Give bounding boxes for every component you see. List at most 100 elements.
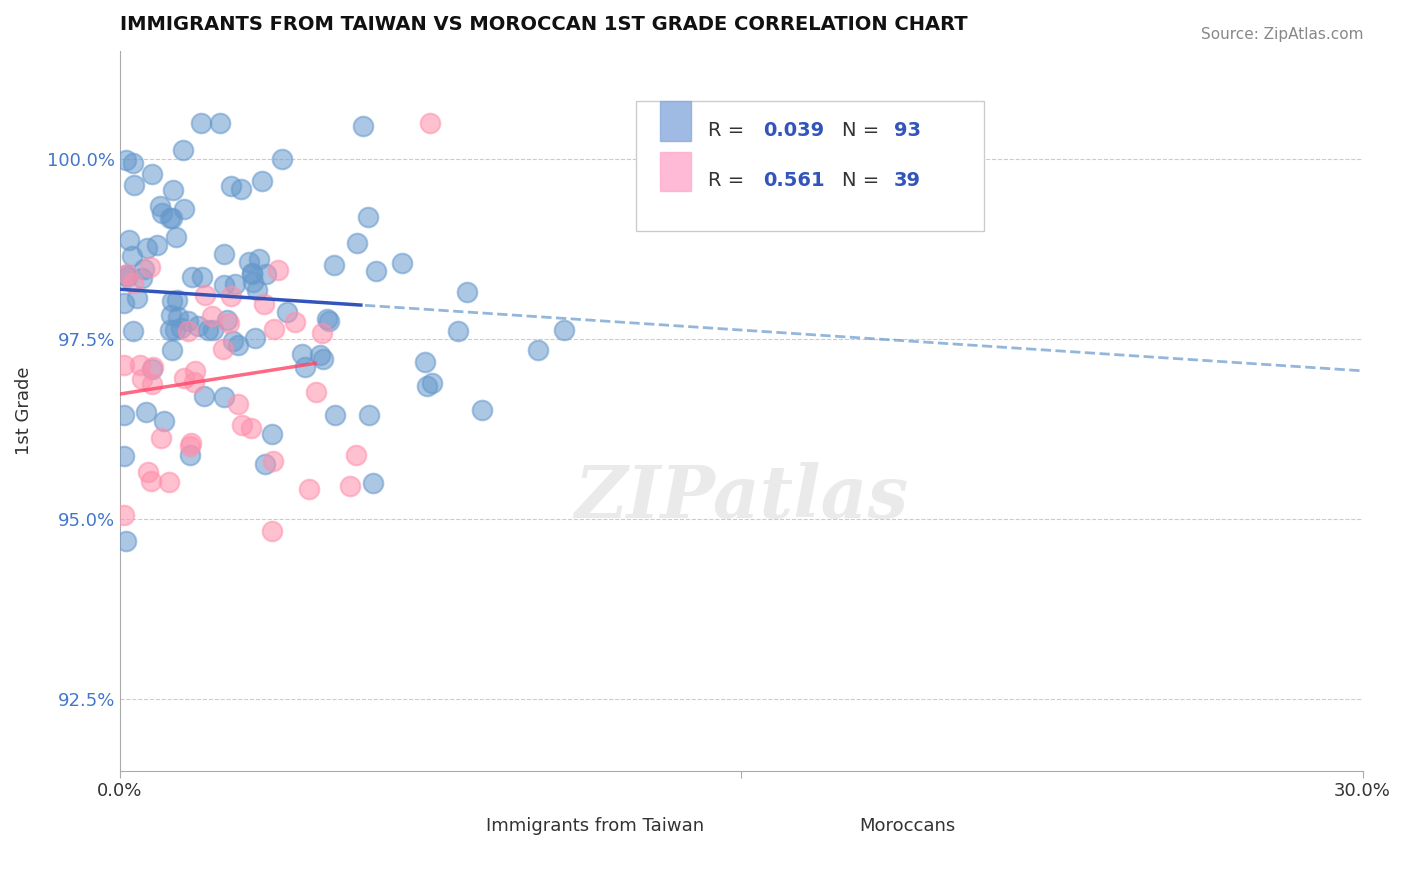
FancyBboxPatch shape [661, 101, 692, 141]
Point [115, 267, 138, 281]
Point [294, 360, 316, 375]
Text: 39: 39 [894, 171, 921, 190]
Point [170, 321, 193, 335]
Point [187, 319, 209, 334]
Point [139, 260, 162, 275]
Text: 0.039: 0.039 [763, 120, 825, 140]
FancyBboxPatch shape [636, 101, 984, 231]
Point [153, 414, 176, 428]
Point [316, 312, 339, 326]
Point [253, 296, 276, 310]
Point [145, 238, 167, 252]
Point [179, 439, 201, 453]
Point [150, 431, 173, 445]
Point [141, 377, 163, 392]
Point [121, 277, 143, 291]
Point [243, 331, 266, 345]
Point [173, 371, 195, 385]
Point [160, 211, 183, 226]
Point [201, 309, 224, 323]
Point [183, 376, 205, 390]
Point [262, 524, 284, 538]
Point [131, 372, 153, 386]
Point [115, 153, 138, 167]
Point [160, 293, 183, 308]
Point [179, 448, 201, 462]
Point [219, 289, 242, 303]
Point [112, 296, 135, 310]
Point [159, 211, 181, 225]
Point [173, 202, 195, 217]
Point [471, 402, 494, 417]
Point [131, 271, 153, 285]
Point [254, 457, 277, 471]
Point [208, 116, 231, 130]
Point [122, 178, 145, 192]
Point [191, 269, 214, 284]
Point [114, 534, 136, 549]
Point [136, 465, 159, 479]
Text: R =: R = [707, 120, 749, 140]
Point [238, 255, 260, 269]
Point [219, 179, 242, 194]
Point [159, 322, 181, 336]
Point [271, 152, 294, 166]
Point [160, 343, 183, 358]
Point [447, 324, 470, 338]
Point [339, 478, 361, 492]
Point [359, 409, 381, 423]
Point [298, 482, 321, 496]
Point [212, 247, 235, 261]
Point [121, 249, 143, 263]
Y-axis label: 1st Grade: 1st Grade [15, 367, 32, 455]
Point [346, 235, 368, 250]
Point [263, 321, 285, 335]
Point [262, 427, 284, 442]
Point [224, 277, 246, 291]
Point [122, 156, 145, 170]
Point [413, 355, 436, 369]
Point [127, 291, 149, 305]
Point [357, 211, 380, 225]
Point [150, 206, 173, 220]
Point [222, 334, 245, 348]
Point [252, 174, 274, 188]
Point [553, 323, 575, 337]
Point [167, 310, 190, 324]
Point [229, 182, 252, 196]
Point [363, 475, 385, 490]
Point [416, 379, 439, 393]
Point [180, 436, 202, 450]
Point [163, 323, 186, 337]
Point [246, 283, 269, 297]
Point [165, 229, 187, 244]
Point [312, 351, 335, 366]
Point [745, 154, 768, 169]
Text: IMMIGRANTS FROM TAIWAN VS MOROCCAN 1ST GRADE CORRELATION CHART: IMMIGRANTS FROM TAIWAN VS MOROCCAN 1ST G… [120, 15, 967, 34]
Point [112, 358, 135, 372]
Point [157, 475, 180, 489]
Point [290, 347, 312, 361]
Point [344, 448, 367, 462]
Point [240, 266, 263, 280]
Point [419, 116, 441, 130]
Point [212, 342, 235, 356]
Point [309, 348, 332, 362]
Point [135, 405, 157, 419]
Point [256, 267, 278, 281]
Point [194, 288, 217, 302]
Point [231, 417, 253, 432]
Point [240, 420, 263, 434]
Point [166, 293, 188, 308]
Point [159, 308, 181, 322]
Point [226, 397, 249, 411]
Point [149, 199, 172, 213]
Point [115, 270, 138, 285]
Point [141, 167, 163, 181]
Text: R =: R = [707, 171, 749, 190]
Point [212, 390, 235, 404]
Point [162, 183, 184, 197]
Point [197, 323, 219, 337]
Point [112, 408, 135, 422]
Point [323, 408, 346, 422]
